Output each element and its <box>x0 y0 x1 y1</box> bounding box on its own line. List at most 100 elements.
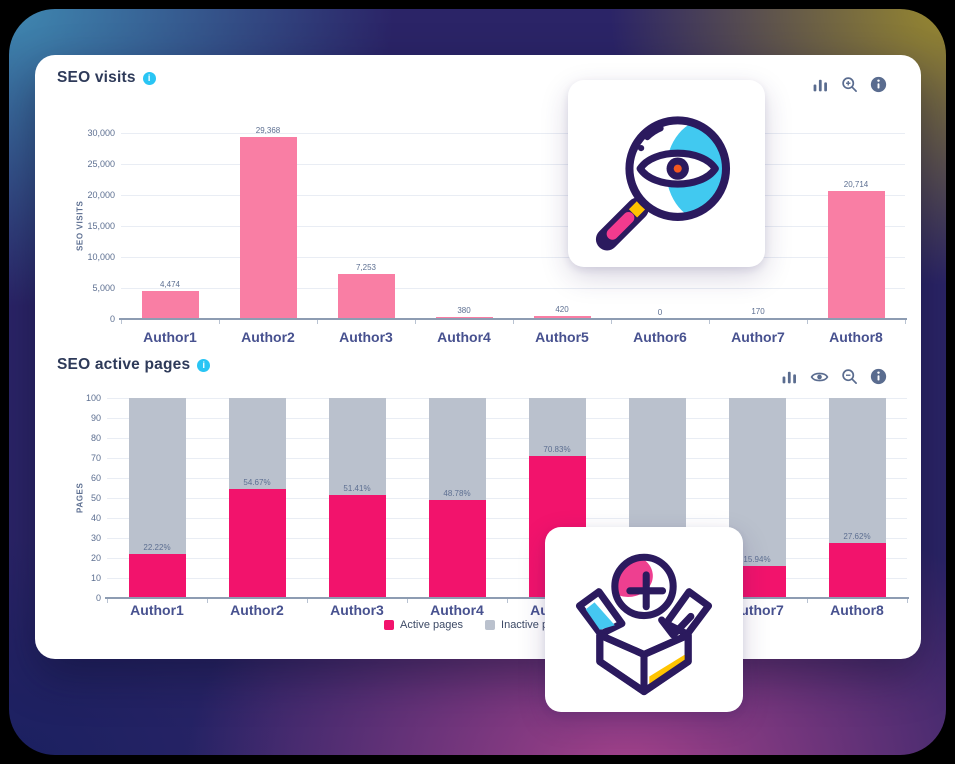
value-label: 51.41% <box>343 484 371 494</box>
value-label: 48.78% <box>443 489 471 499</box>
inactive-pages-bar[interactable] <box>528 398 586 457</box>
category-label: Author7 <box>730 602 784 618</box>
y-tick-label: 80 <box>90 433 101 443</box>
grid-line <box>121 288 905 289</box>
seo-visits-bar[interactable] <box>141 291 199 319</box>
y-tick-label: 50 <box>90 493 101 503</box>
bar-chart-icon[interactable] <box>781 368 798 385</box>
bar-chart-icon[interactable] <box>812 76 829 93</box>
axis-tick <box>709 320 710 324</box>
seo-visits-bar[interactable] <box>337 274 395 319</box>
value-label: 170 <box>751 306 765 316</box>
seo-active-pages-title: SEO active pages i <box>57 356 211 374</box>
x-axis-line <box>119 318 907 320</box>
category-label: Author1 <box>130 602 184 618</box>
grid-line <box>107 458 907 459</box>
seo-active-pages-toolbar <box>781 368 887 385</box>
active-pages-bar[interactable] <box>428 500 486 598</box>
legend-item[interactable]: Active pages <box>384 619 463 631</box>
axis-tick <box>207 599 208 603</box>
axis-tick <box>317 320 318 324</box>
grid-line <box>107 418 907 419</box>
category-label: Author1 <box>143 329 197 345</box>
y-tick-label: 40 <box>90 513 101 523</box>
legend-swatch <box>485 620 496 630</box>
y-tick-label: 60 <box>90 473 101 483</box>
dashboard-panel: SEO visits i SEO VISITS 0 5,000 10,000 15,0… <box>35 55 921 659</box>
inactive-pages-bar[interactable] <box>428 398 486 501</box>
value-label: 4,474 <box>159 280 181 290</box>
active-pages-bar[interactable] <box>228 488 286 598</box>
y-tick-label: 5,000 <box>92 283 115 293</box>
magnifier-eye-icon <box>595 115 730 250</box>
value-label: 20,714 <box>843 179 869 189</box>
inactive-pages-bar[interactable] <box>828 398 886 543</box>
y-tick-label: 10,000 <box>87 252 115 262</box>
grid-line <box>107 478 907 479</box>
info-circle-icon[interactable] <box>870 368 887 385</box>
grid-line <box>107 558 907 559</box>
zoom-out-icon[interactable] <box>841 368 858 385</box>
active-pages-bar[interactable] <box>328 495 386 598</box>
grid-line <box>121 195 905 196</box>
y-tick-label: 20 <box>90 553 101 563</box>
category-label: Author4 <box>430 602 484 618</box>
y-tick-label: 0 <box>95 593 101 603</box>
y-tick-label: 90 <box>90 413 101 423</box>
eye-icon[interactable] <box>810 369 829 385</box>
category-label: Author3 <box>339 329 393 345</box>
info-icon[interactable]: i <box>197 358 211 372</box>
seo-visits-bar[interactable] <box>435 316 493 319</box>
info-icon[interactable]: i <box>142 71 156 85</box>
axis-tick <box>121 320 122 324</box>
seo-visits-plot: 0 5,000 10,000 15,000 20,000 25,000 30,000 4,47… <box>35 55 921 659</box>
value-label: 27.62% <box>843 531 871 541</box>
y-tick-label: 70 <box>90 453 101 463</box>
axis-tick <box>307 599 308 603</box>
axis-tick <box>907 599 908 603</box>
legend-label: Active pages <box>400 619 464 631</box>
axis-tick <box>513 320 514 324</box>
value-label: 15.94% <box>743 555 771 565</box>
y-tick-label: 10 <box>90 573 101 583</box>
category-label: Author3 <box>330 602 384 618</box>
y-tick-label: 30,000 <box>87 128 115 138</box>
grid-line <box>107 578 907 579</box>
y-tick-label: 30 <box>90 533 101 543</box>
seo-visits-bar[interactable] <box>239 136 297 319</box>
info-circle-icon[interactable] <box>870 76 887 93</box>
grid-line <box>107 498 907 499</box>
value-label: 70.83% <box>543 445 571 455</box>
value-label: 29,368 <box>255 125 281 135</box>
active-pages-bar[interactable] <box>828 542 886 598</box>
value-label: 54.67% <box>243 477 271 487</box>
axis-tick <box>407 599 408 603</box>
category-label: Author2 <box>230 602 284 618</box>
y-tick-label: 15,000 <box>87 221 115 231</box>
chart-title-text: SEO visits <box>57 69 136 86</box>
axis-tick <box>611 320 612 324</box>
value-label: 7,253 <box>355 263 377 273</box>
category-label: Author5 <box>535 329 589 345</box>
seo-visits-toolbar <box>812 76 887 93</box>
grid-line <box>107 438 907 439</box>
value-label: 0 <box>657 308 663 317</box>
legend-swatch <box>384 620 395 630</box>
zoom-in-icon[interactable] <box>841 76 858 93</box>
grid-line <box>121 164 905 165</box>
category-label: Author8 <box>829 329 883 345</box>
axis-tick <box>807 599 808 603</box>
y-tick-label: 25,000 <box>87 159 115 169</box>
category-label: Author8 <box>830 602 884 618</box>
inactive-pages-bar[interactable] <box>128 398 186 554</box>
axis-tick <box>807 320 808 324</box>
active-pages-bar[interactable] <box>128 553 186 598</box>
seo-visits-bar[interactable] <box>827 190 885 319</box>
seo-visits-bar[interactable] <box>533 316 591 319</box>
inactive-pages-bar[interactable] <box>328 398 386 496</box>
inactive-pages-bar[interactable] <box>228 398 286 489</box>
grid-line <box>107 538 907 539</box>
magnifier-eye-card <box>568 80 765 267</box>
open-box-plus-icon <box>575 553 713 695</box>
